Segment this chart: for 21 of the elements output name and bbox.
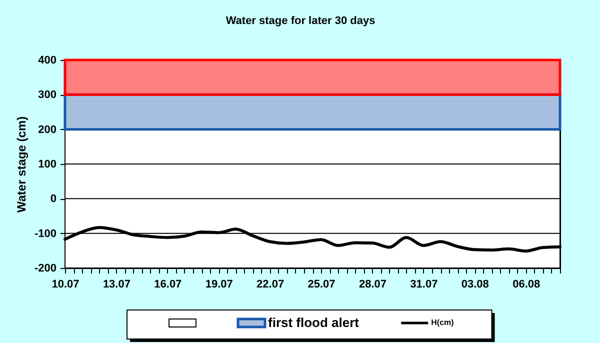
y-tick-label: -200 xyxy=(34,262,56,274)
x-tick-label: 13.07 xyxy=(102,278,130,290)
x-tick-label: 10.07 xyxy=(52,278,80,290)
y-tick-label: 400 xyxy=(38,54,56,66)
x-tick-label: 06.08 xyxy=(512,278,540,290)
x-tick-label: 28.07 xyxy=(358,278,387,290)
x-tick-label: 03.08 xyxy=(461,278,489,290)
x-tick-label: 19.07 xyxy=(205,278,233,290)
y-tick-label: 100 xyxy=(38,158,56,170)
y-tick-label: -100 xyxy=(34,228,56,240)
x-tick-label: 25.07 xyxy=(308,278,336,290)
y-axis-title: Water stage (cm) xyxy=(14,116,28,213)
x-tick-label: 22.07 xyxy=(256,278,284,290)
x-tick-label: 16.07 xyxy=(154,278,182,290)
y-tick-label: 0 xyxy=(50,193,56,206)
y-tick-label: 200 xyxy=(38,124,56,136)
chart-title: Water stage for later 30 days xyxy=(226,15,376,27)
legend-label: first flood alert xyxy=(268,315,360,330)
y-tick-label: 300 xyxy=(38,89,56,102)
legend-label: H(cm) xyxy=(431,318,454,327)
x-tick-label: 31.07 xyxy=(410,278,438,290)
